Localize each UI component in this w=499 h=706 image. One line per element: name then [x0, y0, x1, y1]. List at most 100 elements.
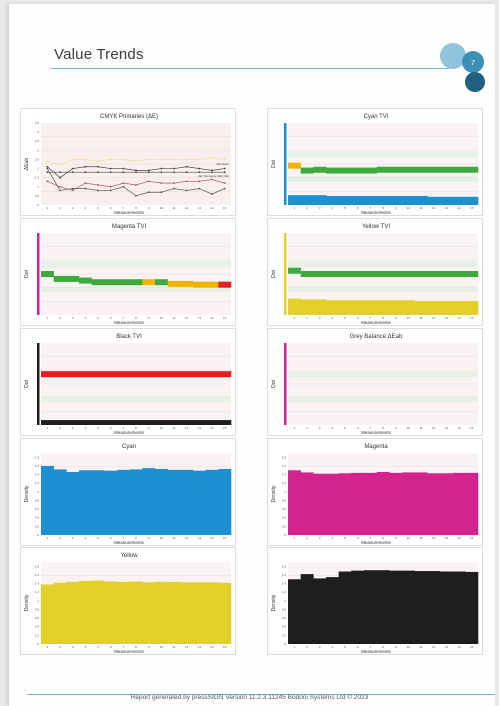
chart-4-band	[41, 384, 231, 390]
chart-1-xtick: 3	[319, 206, 321, 210]
chart-0-point	[84, 187, 87, 190]
chart-1-status-bar	[313, 166, 327, 173]
chart-2-status-bar	[53, 275, 67, 282]
chart-8-bar	[218, 582, 232, 644]
chart-3-fill-bar	[402, 300, 415, 315]
chart-4-xtick: 1	[46, 426, 48, 430]
chart-3-xtick: 6	[357, 316, 359, 320]
chart-4-fill-bar	[104, 420, 118, 425]
chart-1-xtick: 5	[344, 206, 346, 210]
chart-2-status-bar	[205, 281, 219, 288]
chart-5-xtick: 13	[445, 426, 449, 430]
chart-8-bar	[117, 581, 130, 644]
chart-0-xtick: 1	[46, 206, 48, 210]
chart-7-xtick: 2	[306, 536, 308, 540]
chart-0-xtick: 5	[97, 206, 99, 210]
grey-balance-chart: Grey Balance ΔEab Measurements Dot 1 2 3 4 5 6 7 8…	[267, 328, 483, 436]
chart-2-status-bar	[180, 280, 194, 287]
chart-3-status-bar	[300, 271, 314, 277]
chart-1-status-bar	[351, 167, 365, 174]
chart-3-fill-bar	[351, 300, 365, 315]
chart-4-fill-bar	[53, 420, 67, 425]
chart-8-xtick: 13	[198, 645, 202, 649]
chart-0-point	[97, 189, 99, 192]
chart-6-xtick: 10	[160, 536, 164, 540]
chart-4-xtick: 12	[185, 426, 189, 430]
magenta-density-chart: Magenta Measurements Density 1 2 3 4 5 6 7 8 9 10 11 1…	[267, 438, 483, 546]
chart-0-ytick: 1	[37, 185, 39, 189]
chart-0-point	[59, 185, 61, 188]
chart-2-xtick: 14	[210, 316, 214, 320]
chart-0-point	[84, 171, 87, 174]
chart-1-status-bar	[452, 166, 466, 173]
chart-7-title: Magenta	[364, 444, 388, 450]
chart-3-xtick: 15	[470, 316, 474, 320]
chart-2-xtick: 11	[172, 316, 175, 320]
chart-1-fill-bar	[313, 195, 327, 205]
chart-1-status-bar	[389, 166, 403, 173]
chart-9-xtick: 6	[357, 645, 359, 649]
chart-7-xtick: 10	[407, 536, 411, 540]
chart-2-xtick: 10	[160, 316, 164, 320]
chart-2-xtick: 15	[223, 316, 227, 320]
chart-5-ylabel: Dot	[271, 379, 277, 387]
chart-7-bar	[414, 472, 428, 535]
chart-8-xtick: 15	[223, 645, 227, 649]
chart-0-point	[97, 184, 99, 186]
chart-4-xtick: 6	[110, 426, 112, 430]
chart-0-point	[135, 160, 137, 163]
chart-6-xtick: 3	[72, 536, 74, 540]
chart-3-fill-bar	[465, 301, 479, 315]
chart-9-ytick: 1.4	[282, 582, 287, 586]
chart-0-point	[59, 176, 61, 179]
chart-2-xtick: 3	[72, 316, 74, 320]
chart-1-status-bar	[376, 166, 390, 173]
chart-8-ylabel: Density	[24, 594, 30, 611]
chart-9-bar	[364, 570, 377, 644]
chart-8-xtick: 9	[148, 645, 150, 649]
chart-6-bar	[91, 470, 105, 535]
chart-4-status-bar	[66, 371, 80, 378]
report-page: Value Trends 7 CMYK Primaries (ΔE) Measur…	[9, 4, 495, 706]
chart-0-point	[223, 158, 226, 161]
chart-8-xlabel: Measurements	[114, 649, 145, 654]
chart-9-bar	[300, 574, 314, 644]
chart-1-xtick: 9	[395, 206, 397, 210]
chart-6-xtick: 7	[122, 536, 124, 540]
chart-1-fill-bar	[414, 195, 428, 205]
chart-3-status-bar	[376, 271, 390, 277]
chart-0-ytick: 2.5	[35, 157, 40, 161]
chart-0-point	[71, 189, 74, 192]
chart-7-ytick: 1.6	[282, 464, 287, 468]
chart-3-xtick: 8	[382, 316, 384, 320]
chart-3-xtick: 2	[306, 316, 308, 320]
chart-6-ytick: 0.8	[35, 498, 40, 502]
chart-8-bar	[193, 582, 206, 644]
chart-1-fill-bar	[465, 196, 479, 205]
chart-8-xtick: 8	[135, 645, 137, 649]
chart-0-point	[223, 187, 226, 190]
chart-0-point	[135, 169, 137, 172]
chart-6-ylabel: Density	[24, 485, 30, 502]
chart-9-ylabel: Density	[271, 594, 277, 611]
chart-4-xtick: 5	[97, 426, 99, 430]
chart-8-bar	[205, 582, 219, 644]
chart-0-point	[122, 167, 125, 170]
chart-7-xtick: 4	[331, 536, 333, 540]
chart-0-point	[147, 171, 150, 174]
chart-7-xtick: 1	[293, 536, 295, 540]
chart-1-status-bar	[414, 166, 428, 173]
chart-5-xtick: 12	[432, 426, 436, 430]
chart-0-xtick: 11	[172, 206, 175, 210]
chart-4-xtick: 13	[198, 426, 202, 430]
chart-1-xtick: 12	[432, 206, 436, 210]
chart-4-fill-bar	[167, 420, 181, 425]
chart-9-bar	[465, 571, 479, 644]
chart-0-point	[211, 178, 213, 181]
chart-4-status-bar	[142, 371, 156, 378]
chart-5-xlabel: Measurements	[361, 430, 392, 435]
chart-9-xlabel: Measurements	[361, 649, 392, 654]
chart-7-bar	[338, 473, 352, 535]
